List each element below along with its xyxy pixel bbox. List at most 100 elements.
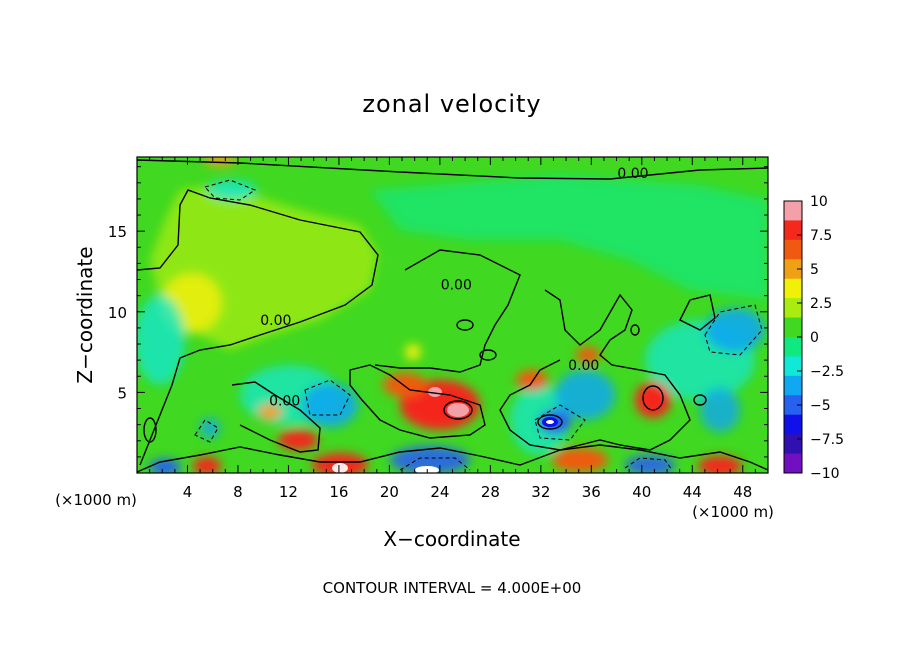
colorbar-tick-label: 2.5 [810, 296, 832, 312]
colorbar-tick-label: 5 [810, 262, 819, 278]
contour-loop-8 [630, 324, 640, 336]
field-spot-blue-1 [302, 383, 358, 427]
contour-line-center [374, 249, 521, 373]
colorbar-segment [784, 337, 802, 357]
field-spot-cyan-top [207, 180, 257, 200]
field-spot-red-bottom-4 [193, 457, 221, 473]
field-spot-blue-9 [149, 459, 181, 473]
contour-label: 0.00 [260, 313, 291, 329]
x-axis-ticks: 4 8 12 16 20 24 28 32 36 40 44 48 [149, 157, 756, 501]
x-tick-label: 8 [233, 483, 243, 501]
contour-loop-5 [456, 319, 474, 331]
field-spot-red-left [278, 430, 318, 450]
x-tick-label: 4 [183, 483, 193, 501]
y-tick-label: 5 [117, 384, 127, 402]
contour-loop-3 [537, 414, 563, 430]
contour-dashed-4 [534, 404, 586, 441]
contour-label: 0.00 [617, 166, 648, 182]
contour-label: 0.00 [568, 358, 599, 374]
field-spot-blue-2 [705, 308, 765, 352]
colorbar-segment [784, 298, 802, 319]
x-axis-label: X−coordinate [383, 527, 520, 551]
y-tick-label: 10 [108, 304, 127, 322]
y-tick-label: 15 [108, 223, 127, 241]
x-tick-label: 20 [380, 483, 399, 501]
field-spot-red-right [635, 382, 671, 418]
colorbar-segment [784, 414, 802, 435]
x-units-right: (×1000 m) [692, 503, 774, 521]
field-core-pink-3 [332, 463, 348, 473]
colorbar-segment [784, 317, 802, 338]
colorbar-tick-label: 0 [810, 330, 819, 346]
x-tick-label: 44 [683, 483, 702, 501]
field-spot-blue-4 [555, 370, 615, 420]
negative-contours [194, 179, 763, 471]
colorbar-tick-label: 7.5 [810, 228, 832, 244]
field-spot-red-bottom-3 [698, 456, 742, 473]
colorbar-segment [784, 434, 802, 455]
x-units-left: (×1000 m) [55, 491, 137, 509]
field-spot-yellow-small [405, 344, 421, 360]
contour-line-lower [349, 364, 486, 439]
contour-line-mid-left [231, 381, 321, 453]
field-spot-orange-center [383, 373, 427, 397]
contour-dashed-6 [624, 457, 673, 471]
colorbar-segment [784, 395, 802, 416]
x-tick-label: 24 [430, 483, 449, 501]
contour-line-right [499, 289, 691, 451]
colorbar-tick-label: −10 [810, 466, 840, 482]
contour-label: 0.00 [441, 277, 472, 293]
colorbar-segment [784, 259, 802, 280]
colorbar-segment [784, 201, 802, 221]
colorbar-segment [784, 453, 802, 474]
contour-line-top [137, 159, 768, 180]
contour-dashed-1 [204, 179, 257, 201]
contour-line-upper-left [137, 189, 379, 466]
contour-loop-1 [642, 385, 664, 411]
y-axis-label: Z−coordinate [73, 246, 97, 383]
chart-title: zonal velocity [362, 90, 541, 118]
contour-loop-6 [693, 394, 707, 406]
field-spot-red-bottom-2 [552, 448, 608, 472]
colorbar-segment [784, 220, 802, 241]
colorbar-tick-label: −7.5 [810, 432, 844, 448]
x-tick-label: 16 [329, 483, 348, 501]
contour-line-far-right [679, 294, 716, 331]
contour-loop-7 [143, 417, 157, 443]
x-tick-label: 48 [733, 483, 752, 501]
contour-loop-2 [443, 400, 473, 420]
x-tick-label: 12 [279, 483, 298, 501]
y-axis-ticks: 5 10 15 [108, 166, 768, 458]
x-tick-label: 32 [531, 483, 550, 501]
colorbar-segment [784, 356, 802, 377]
colorbar-segment [784, 239, 802, 260]
field-spot-orange-upper [576, 347, 600, 363]
contour-loop-4 [479, 349, 497, 361]
contour-dashed-3 [304, 379, 351, 416]
x-tick-label: 36 [582, 483, 601, 501]
field-spot-orange-left [258, 404, 282, 420]
field-spot-cyan-left [137, 295, 185, 385]
x-tick-label: 40 [632, 483, 651, 501]
colorbar-tick-label: 10 [810, 194, 828, 210]
colorbar: 10 7.5 5 2.5 0 −2.5 −5 −7.5 −10 [783, 194, 844, 482]
field-core-pink-2 [428, 387, 442, 397]
field-core-white-2 [546, 420, 554, 424]
colorbar-segment [784, 375, 802, 396]
colorbar-segment [784, 278, 802, 299]
colorbar-tick-label: −5 [810, 398, 831, 414]
field-core-pink [447, 403, 469, 417]
field-spot-orange-mid [516, 370, 548, 390]
x-tick-label: 28 [481, 483, 500, 501]
field-spot-blue-6 [390, 446, 470, 473]
field-spot-blue-8 [200, 418, 220, 438]
contour-interval-footer: CONTOUR INTERVAL = 4.000E+00 [323, 579, 582, 597]
field-spot-blue-3 [700, 388, 740, 432]
contour-label: 0.00 [269, 393, 300, 409]
contour-labels: 0.00 0.00 0.00 0.00 0.00 [260, 166, 648, 409]
field-spot-orange-top [204, 157, 236, 166]
field-region-upper-right [370, 175, 768, 300]
velocity-field: 0.00 0.00 0.00 0.00 0.00 [137, 157, 768, 473]
zero-contours [137, 159, 768, 473]
